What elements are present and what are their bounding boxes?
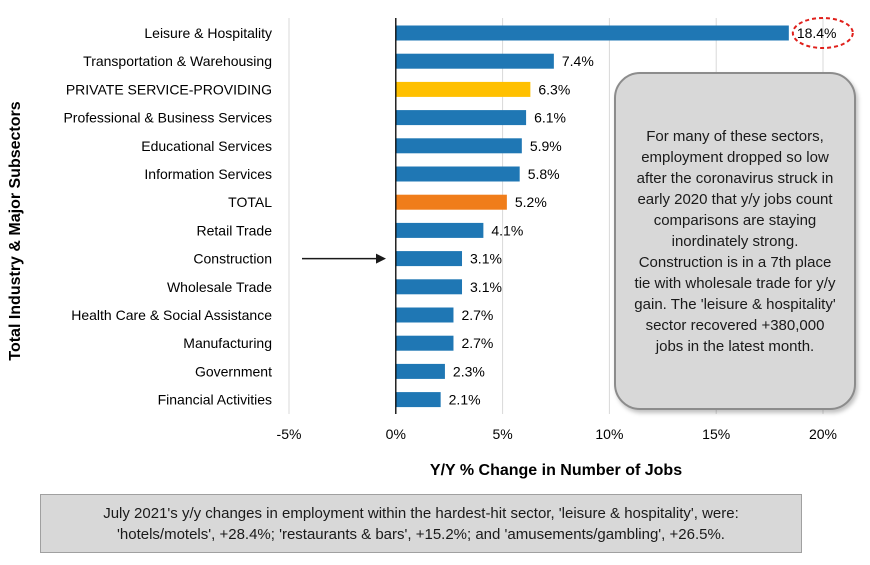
category-label: Health Care & Social Assistance <box>71 307 272 323</box>
x-axis-title: Y/Y % Change in Number of Jobs <box>430 462 682 479</box>
category-label: Professional & Business Services <box>63 110 272 126</box>
bar <box>395 166 520 182</box>
category-label: Wholesale Trade <box>167 279 272 295</box>
bar <box>395 363 445 379</box>
y-axis-title: Total Industry & Major Subsectors <box>7 101 24 360</box>
value-label: 6.1% <box>534 110 566 126</box>
category-label: Manufacturing <box>183 335 272 351</box>
bar <box>395 335 454 351</box>
category-label: Transportation & Warehousing <box>83 53 272 69</box>
category-label: Educational Services <box>141 138 272 154</box>
value-label: 5.2% <box>515 194 547 210</box>
x-tick-label: -5% <box>277 426 302 442</box>
value-label: 2.7% <box>461 307 493 323</box>
bar <box>395 81 531 97</box>
value-label: 5.8% <box>528 166 560 182</box>
value-label: 2.7% <box>461 335 493 351</box>
value-label: 5.9% <box>530 138 562 154</box>
x-tick-label: 15% <box>702 426 730 442</box>
annotation-text: For many of these sectors, employment dr… <box>634 127 836 355</box>
footnote-box: July 2021's y/y changes in employment wi… <box>40 494 802 553</box>
value-label: 18.4% <box>797 25 837 41</box>
value-label: 3.1% <box>470 279 502 295</box>
category-label: Financial Activities <box>158 392 272 408</box>
x-tick-label: 20% <box>809 426 837 442</box>
highlight-circle <box>791 17 854 49</box>
x-tick-label: 5% <box>492 426 512 442</box>
category-label: PRIVATE SERVICE-PROVIDING <box>66 81 272 97</box>
bar <box>395 222 484 238</box>
category-label: Retail Trade <box>197 222 273 238</box>
value-label: 2.1% <box>449 392 481 408</box>
category-label: Leisure & Hospitality <box>144 25 272 41</box>
bar <box>395 25 789 41</box>
pointer-arrow-head <box>376 253 386 264</box>
category-label: Government <box>195 363 272 379</box>
value-label: 3.1% <box>470 251 502 267</box>
annotation-note-box: For many of these sectors, employment dr… <box>614 72 856 410</box>
category-label: TOTAL <box>228 194 272 210</box>
value-label: 4.1% <box>491 222 523 238</box>
category-label: Construction <box>193 251 272 267</box>
value-label: 2.3% <box>453 363 485 379</box>
category-label: Information Services <box>144 166 272 182</box>
bar <box>395 251 463 267</box>
x-tick-label: 0% <box>386 426 406 442</box>
value-label: 7.4% <box>562 53 594 69</box>
bar <box>395 138 522 154</box>
x-tick-label: 10% <box>595 426 623 442</box>
value-label: 6.3% <box>538 81 570 97</box>
bar <box>395 279 463 295</box>
bar <box>395 392 441 408</box>
bar <box>395 53 554 69</box>
footnote-text: July 2021's y/y changes in employment wi… <box>103 504 739 543</box>
bar <box>395 307 454 323</box>
bar <box>395 194 507 210</box>
bar <box>395 110 527 126</box>
